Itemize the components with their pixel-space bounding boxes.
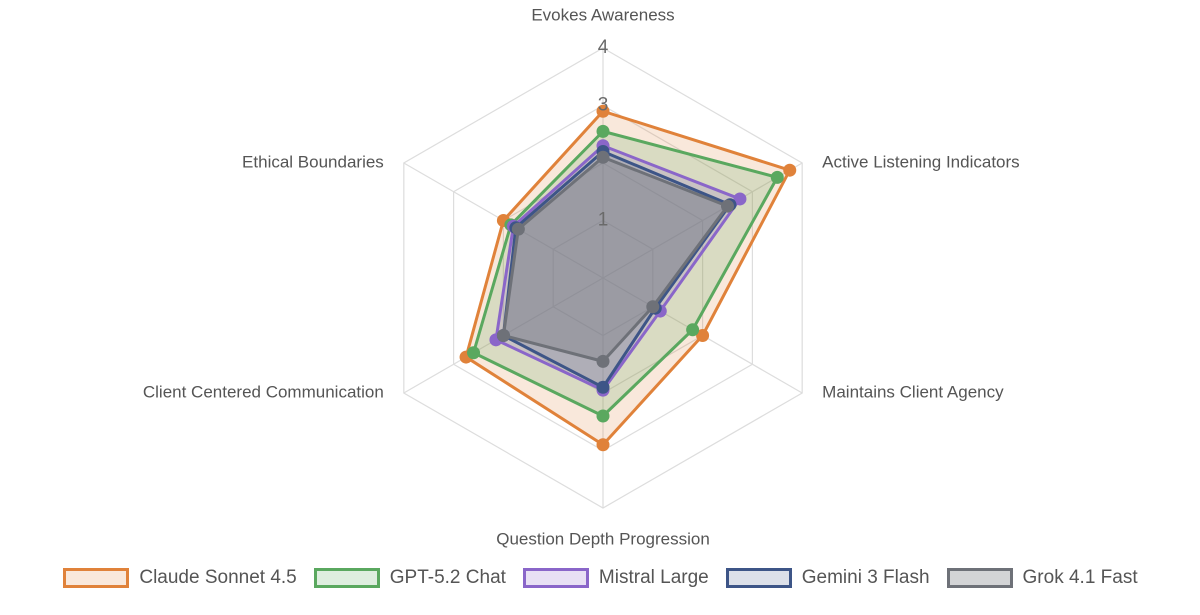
legend-swatch <box>313 568 380 588</box>
data-point[interactable] <box>596 150 610 164</box>
legend-swatch <box>946 568 1013 588</box>
data-point[interactable] <box>596 380 610 394</box>
data-point[interactable] <box>783 163 797 177</box>
legend-swatch <box>725 568 792 588</box>
tick-label: 3 <box>598 95 609 116</box>
data-point[interactable] <box>686 323 700 337</box>
data-point[interactable] <box>696 329 710 342</box>
legend-item[interactable]: Gemini 3 Flash <box>725 567 930 589</box>
data-point[interactable] <box>596 438 610 452</box>
legend-item[interactable]: Mistral Large <box>522 567 709 589</box>
data-point[interactable] <box>733 192 747 206</box>
legend-item[interactable]: Claude Sonnet 4.5 <box>63 567 297 589</box>
data-point[interactable] <box>467 346 481 360</box>
axis-label: Maintains Client Agency <box>822 382 1004 401</box>
legend-label: GPT-5.2 Chat <box>389 567 506 588</box>
data-point[interactable] <box>596 409 610 423</box>
axis-label: Ethical Boundaries <box>242 152 384 171</box>
legend-item[interactable]: Grok 4.1 Fast <box>946 567 1138 589</box>
tick-label: 4 <box>598 37 609 58</box>
data-point[interactable] <box>596 354 610 368</box>
legend-label: Grok 4.1 Fast <box>1022 567 1138 588</box>
data-point[interactable] <box>596 124 610 138</box>
data-point[interactable] <box>720 199 734 213</box>
legend-swatch <box>63 568 130 588</box>
axis-labels: Evokes Awareness Active Listening Indicat… <box>143 5 1020 548</box>
legend-label: Gemini 3 Flash <box>801 567 930 588</box>
data-point[interactable] <box>511 222 525 236</box>
axis-label: Question Depth Progression <box>496 529 710 548</box>
legend-label: Claude Sonnet 4.5 <box>139 567 297 588</box>
legend-item[interactable]: GPT-5.2 Chat <box>313 567 506 589</box>
radial-ticks: 1 3 4 <box>598 37 609 231</box>
data-point[interactable] <box>770 170 784 184</box>
data-point[interactable] <box>596 104 610 118</box>
series-5 <box>496 150 734 368</box>
data-point[interactable] <box>646 300 660 314</box>
legend-label: Mistral Large <box>598 567 709 588</box>
radar-series <box>459 104 797 452</box>
legend-swatch <box>522 568 589 588</box>
axis-label: Client Centered Communication <box>143 382 384 401</box>
axis-label: Active Listening Indicators <box>822 152 1020 171</box>
axis-label: Evokes Awareness <box>531 5 674 24</box>
data-point[interactable] <box>496 329 510 342</box>
tick-label: 1 <box>598 210 609 231</box>
grid-spoke-2 <box>602 162 803 279</box>
radar-chart: 1 3 4 Evokes Awareness Active Listening Ind… <box>143 5 1020 548</box>
chart-legend: Claude Sonnet 4.5 GPT-5.2 Chat Mistral Lar… <box>0 560 1200 596</box>
